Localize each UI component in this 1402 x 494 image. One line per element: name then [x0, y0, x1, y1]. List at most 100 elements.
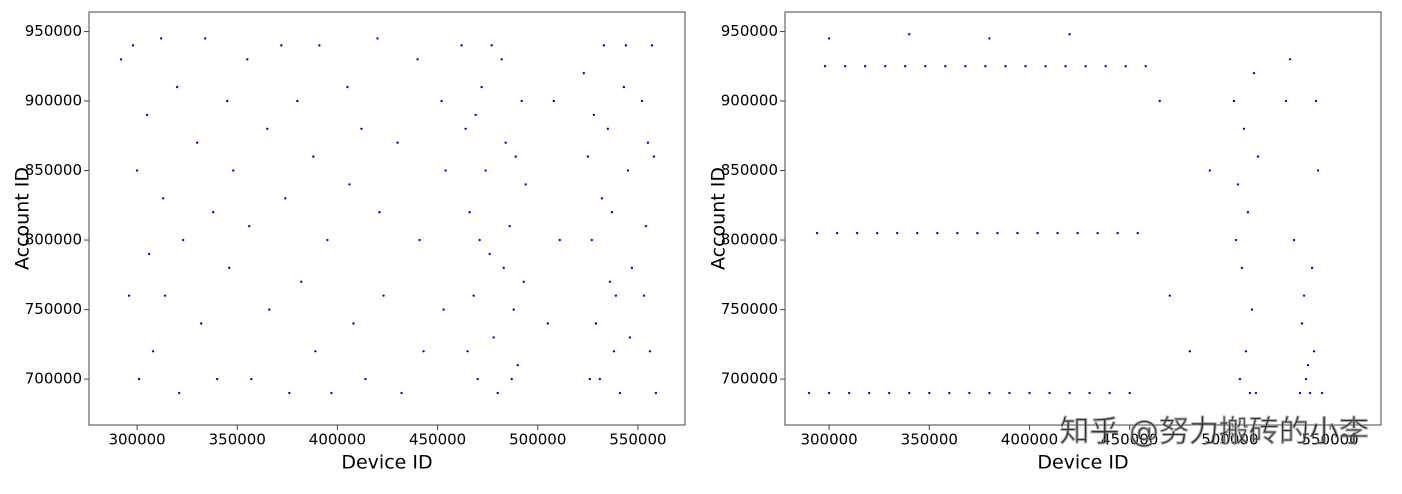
point: [364, 377, 367, 381]
point: [504, 141, 507, 144]
point: [175, 85, 179, 89]
point: [1108, 391, 1111, 395]
point: [360, 127, 363, 131]
point: [896, 231, 899, 235]
point: [1168, 294, 1171, 297]
point: [226, 99, 229, 103]
point: [1238, 377, 1242, 381]
point: [520, 99, 523, 103]
point: [312, 155, 315, 158]
point: [195, 141, 199, 144]
y-tick-label: 850000: [721, 161, 778, 179]
point: [476, 377, 479, 381]
point: [648, 350, 652, 353]
point: [988, 391, 991, 395]
point: [652, 155, 656, 158]
point: [984, 65, 987, 68]
point: [246, 58, 249, 61]
point: [1308, 391, 1312, 395]
point: [1314, 99, 1318, 103]
point: [177, 391, 181, 395]
point: [642, 294, 646, 297]
point: [216, 377, 219, 381]
x-tick-label: 500000: [1201, 431, 1258, 449]
point: [145, 113, 149, 117]
point: [131, 44, 135, 47]
point: [1232, 99, 1236, 103]
point: [552, 99, 555, 103]
point: [1304, 377, 1308, 381]
point: [835, 231, 839, 235]
point: [624, 44, 628, 47]
point: [1136, 231, 1139, 235]
point: [147, 252, 151, 256]
point: [1316, 169, 1320, 172]
x-tick-label: 550000: [1301, 431, 1358, 449]
point: [626, 169, 630, 172]
point: [119, 58, 123, 61]
point: [460, 44, 463, 47]
y-tick-label: 700000: [721, 370, 778, 388]
point: [1256, 155, 1260, 158]
point: [468, 211, 471, 214]
plot-area: [88, 11, 686, 426]
point: [1254, 391, 1258, 395]
point: [1312, 350, 1316, 353]
point: [1008, 391, 1011, 395]
point: [524, 183, 527, 186]
point: [863, 65, 867, 68]
point: [284, 197, 287, 200]
y-tick-label: 950000: [25, 22, 82, 40]
point: [442, 308, 445, 311]
point: [300, 280, 303, 283]
point: [137, 377, 141, 381]
x-tick-label: 350000: [901, 431, 958, 449]
y-axis-label: Account ID: [708, 167, 730, 270]
point: [1240, 266, 1244, 270]
point: [484, 169, 487, 172]
x-tick-label: 450000: [1101, 431, 1158, 449]
point: [522, 280, 525, 283]
point: [232, 169, 235, 172]
point: [646, 141, 650, 144]
point: [1310, 266, 1314, 270]
point: [228, 266, 231, 270]
y-tick-label: 900000: [25, 91, 82, 109]
point: [280, 44, 283, 47]
point: [352, 322, 355, 325]
point: [181, 238, 185, 242]
point: [588, 377, 592, 381]
point: [472, 294, 475, 297]
point: [502, 266, 505, 270]
point: [1320, 391, 1324, 395]
point: [318, 44, 321, 47]
point: [1028, 391, 1031, 395]
point: [330, 391, 333, 395]
point: [512, 308, 515, 311]
point: [161, 197, 165, 200]
point: [640, 99, 644, 103]
point: [288, 391, 291, 395]
point: [1292, 238, 1296, 242]
point: [618, 391, 622, 395]
point: [586, 155, 590, 158]
point: [964, 65, 967, 68]
point: [248, 224, 251, 228]
point: [1236, 183, 1240, 186]
point: [594, 322, 598, 325]
x-tick-label: 500000: [509, 431, 566, 449]
y-tick-label: 950000: [721, 22, 778, 40]
point: [608, 280, 612, 283]
point: [418, 238, 421, 242]
point: [490, 44, 493, 47]
point: [1016, 231, 1019, 235]
point: [1056, 231, 1059, 235]
point: [326, 238, 329, 242]
point: [622, 85, 626, 89]
point: [823, 65, 827, 68]
point: [948, 391, 951, 395]
point: [847, 391, 851, 395]
point: [598, 377, 602, 381]
point: [1084, 65, 1087, 68]
